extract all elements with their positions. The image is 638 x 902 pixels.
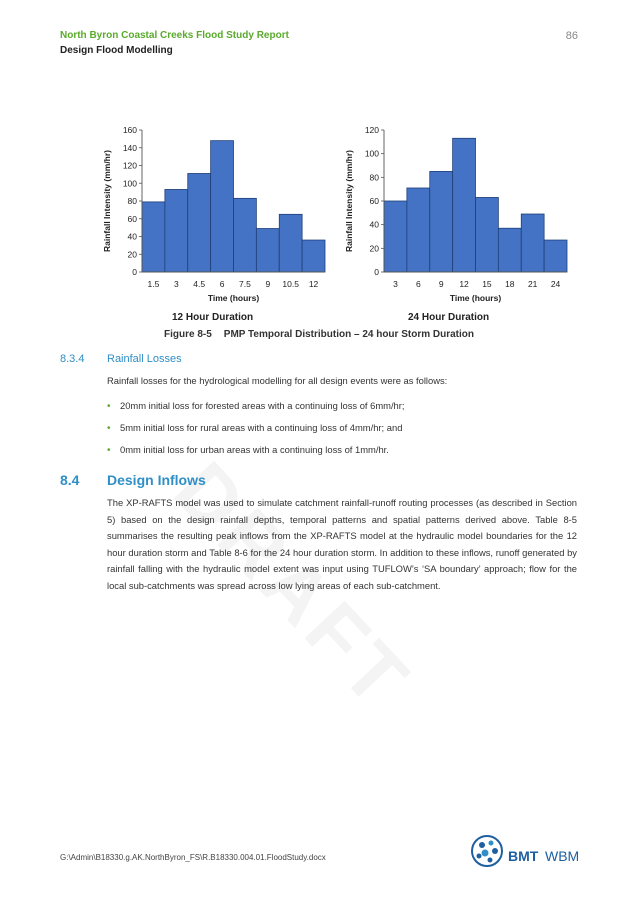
x-tick-label: 1.5	[148, 279, 160, 289]
bar	[520, 213, 545, 273]
x-tick-label: 4.5	[193, 279, 205, 289]
bar	[475, 197, 499, 273]
y-tick-label: 20	[128, 249, 138, 259]
design-inflows-heading: 8.4 Design Inflows	[60, 472, 206, 488]
page-number: 86	[565, 30, 578, 42]
y-tick-label: 100	[123, 178, 137, 188]
x-axis-label: Time (hours)	[208, 293, 259, 303]
chart-12-hour: Rainfall Intensity (mm/hr) 0 20 40 60 80 100 12…	[102, 125, 326, 303]
y-tick-label: 120	[123, 161, 137, 171]
list-item: • 20mm initial loss for forested areas wi…	[107, 400, 405, 412]
bullet-icon: •	[107, 401, 111, 412]
x-tick-label: 7.5	[239, 279, 251, 289]
bar	[141, 201, 166, 273]
bar	[429, 171, 454, 273]
rainfall-losses-heading: 8.3.4 Rainfall Losses	[60, 353, 182, 365]
y-tick-label: 20	[370, 243, 380, 253]
x-tick-label: 15	[482, 279, 492, 289]
bar	[210, 140, 234, 273]
bullet-icon: •	[107, 423, 111, 434]
bar	[187, 173, 212, 273]
x-tick-label: 3	[174, 279, 179, 289]
design-inflows-title: Design Inflows	[107, 472, 206, 488]
x-tick-label: 3	[393, 279, 398, 289]
y-tick-label: 100	[365, 149, 379, 159]
y-tick-label: 0	[132, 267, 137, 277]
x-tick-label: 9	[439, 279, 444, 289]
logo-text-bmt: BMT	[508, 848, 539, 864]
list-item-text: 20mm initial loss for forested areas wit…	[120, 400, 405, 411]
x-axis-label: Time (hours)	[450, 293, 501, 303]
x-tick-label: 18	[505, 279, 515, 289]
bar	[543, 239, 568, 273]
figure-number: Figure 8-5	[163, 329, 212, 340]
report-title: North Byron Coastal Creeks Flood Study R…	[60, 30, 289, 41]
list-item-text: 5mm initial loss for rural areas with a …	[120, 422, 403, 433]
y-tick-label: 40	[128, 232, 138, 242]
list-item-text: 0mm initial loss for urban areas with a …	[120, 444, 389, 455]
y-axis-label: Rainfall Intensity (mm/hr)	[344, 150, 354, 252]
company-logo: BMT WBM	[470, 830, 580, 870]
y-tick-label: 80	[128, 196, 138, 206]
bar	[383, 200, 408, 273]
y-tick-label: 60	[128, 214, 138, 224]
x-tick-label: 6	[220, 279, 225, 289]
y-tick-label: 60	[370, 196, 380, 206]
x-tick-label: 6	[416, 279, 421, 289]
list-item: • 5mm initial loss for rural areas with a…	[107, 422, 402, 434]
globe-icon	[471, 835, 503, 867]
rainfall-losses-number: 8.3.4	[60, 353, 85, 365]
document-path: G:\Admin\B18330.g.AK.NorthByron_FS\R.B18…	[60, 853, 326, 862]
y-axis-label: Rainfall Intensity (mm/hr)	[102, 150, 112, 252]
chapter-title: Design Flood Modelling	[60, 45, 173, 56]
bar	[255, 228, 280, 273]
design-inflows-number: 8.4	[60, 472, 80, 488]
bar	[452, 137, 476, 273]
bullet-icon: •	[107, 445, 111, 456]
x-tick-label: 21	[528, 279, 538, 289]
logo-text-wbm: WBM	[545, 848, 580, 864]
bar	[301, 239, 326, 273]
y-tick-label: 80	[370, 172, 380, 182]
bar	[164, 189, 189, 273]
figure-title: PMP Temporal Distribution – 24 hour Stor…	[223, 329, 474, 340]
chart-24-hour: Rainfall Intensity (mm/hr) 0 20 40 60 80 100 12…	[344, 125, 568, 303]
bar	[233, 197, 257, 273]
rainfall-losses-title: Rainfall Losses	[107, 353, 182, 365]
x-tick-label: 12	[459, 279, 469, 289]
y-tick-label: 40	[370, 220, 380, 230]
figure-caption: Figure 8-5 PMP Temporal Distribution – 24…	[60, 329, 578, 340]
bar	[278, 213, 303, 273]
y-tick-label: 120	[365, 125, 379, 135]
design-inflows-paragraph: The XP-RAFTS model was used to simulate …	[107, 497, 577, 591]
x-tick-label: 12	[309, 279, 319, 289]
bar	[497, 227, 522, 273]
y-tick-label: 160	[123, 125, 137, 135]
x-tick-label: 24	[551, 279, 561, 289]
x-tick-label: 9	[265, 279, 270, 289]
rainfall-losses-intro: Rainfall losses for the hydrological mod…	[107, 375, 448, 386]
bar	[406, 187, 431, 273]
y-tick-label: 0	[374, 267, 379, 277]
list-item: • 0mm initial loss for urban areas with a…	[107, 444, 389, 456]
chart-12-hour-duration-label: 12 Hour Duration	[172, 312, 254, 323]
y-tick-label: 140	[123, 143, 137, 153]
chart-24-hour-duration-label: 24 Hour Duration	[408, 312, 490, 323]
x-tick-label: 10.5	[282, 279, 299, 289]
